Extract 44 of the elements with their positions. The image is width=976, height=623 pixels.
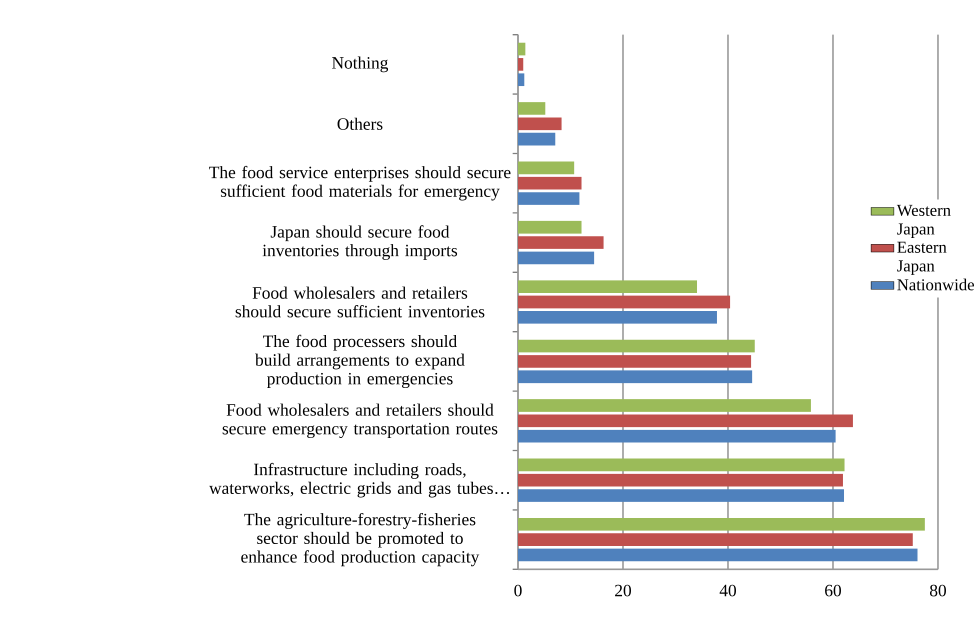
- bar: [518, 340, 755, 353]
- bar: [518, 280, 698, 294]
- legend-label: Western Japan: [896, 205, 951, 238]
- y-tick-label: Food wholesalers and retailers should secure sufficient inventories: [236, 286, 484, 318]
- legend-label: Nationwide: [897, 278, 974, 291]
- y-tick-label: Infrastructure including roads, waterworks, electric grids and gas tubes…: [209, 463, 510, 498]
- bar: [518, 399, 811, 412]
- bar: [518, 74, 524, 86]
- x-tick-label: 40: [720, 584, 736, 597]
- x-tick-label: 20: [615, 584, 632, 597]
- legend-label: Eastern Japan: [897, 242, 947, 276]
- bar: [518, 162, 574, 174]
- x-tick-label: 60: [825, 584, 841, 597]
- bar: [518, 489, 844, 502]
- bar: [518, 458, 845, 472]
- bar: [518, 355, 752, 368]
- bar: [518, 474, 843, 487]
- y-tick-label: The agriculture-forestry-fisheries sector should be promoted to enhance food production capacity: [241, 513, 480, 566]
- x-tick-label: 80: [930, 584, 946, 597]
- bar: [518, 118, 562, 130]
- y-tick-label: The food service enterprises should secure sufficient food materials for emergency: [209, 166, 510, 201]
- y-tick-label: The food processers should build arrangements to expand production in emergencies: [255, 334, 465, 388]
- bar: [518, 311, 717, 324]
- y-tick-label: Others: [338, 118, 382, 130]
- bar: [518, 58, 524, 71]
- bar: [518, 414, 853, 428]
- bar: [518, 533, 913, 546]
- x-tick-label: 0: [514, 584, 522, 597]
- bar: [518, 102, 546, 115]
- bar: [518, 430, 836, 443]
- bar: [518, 42, 526, 56]
- bar: [518, 236, 604, 250]
- y-tick-label: Food wholesalers and retailers should secure emergency transportation routes: [222, 404, 498, 438]
- bar: [518, 177, 582, 190]
- bar: [518, 221, 582, 234]
- bar: [518, 252, 594, 264]
- bar: [518, 192, 580, 206]
- bar: [518, 296, 730, 309]
- y-tick-label: Nothing: [332, 56, 388, 72]
- bar: [518, 548, 918, 562]
- bar: [518, 518, 925, 531]
- bar: [518, 132, 556, 146]
- y-tick-label: Japan should secure food inventories through imports: [262, 225, 458, 260]
- bar: [518, 370, 752, 384]
